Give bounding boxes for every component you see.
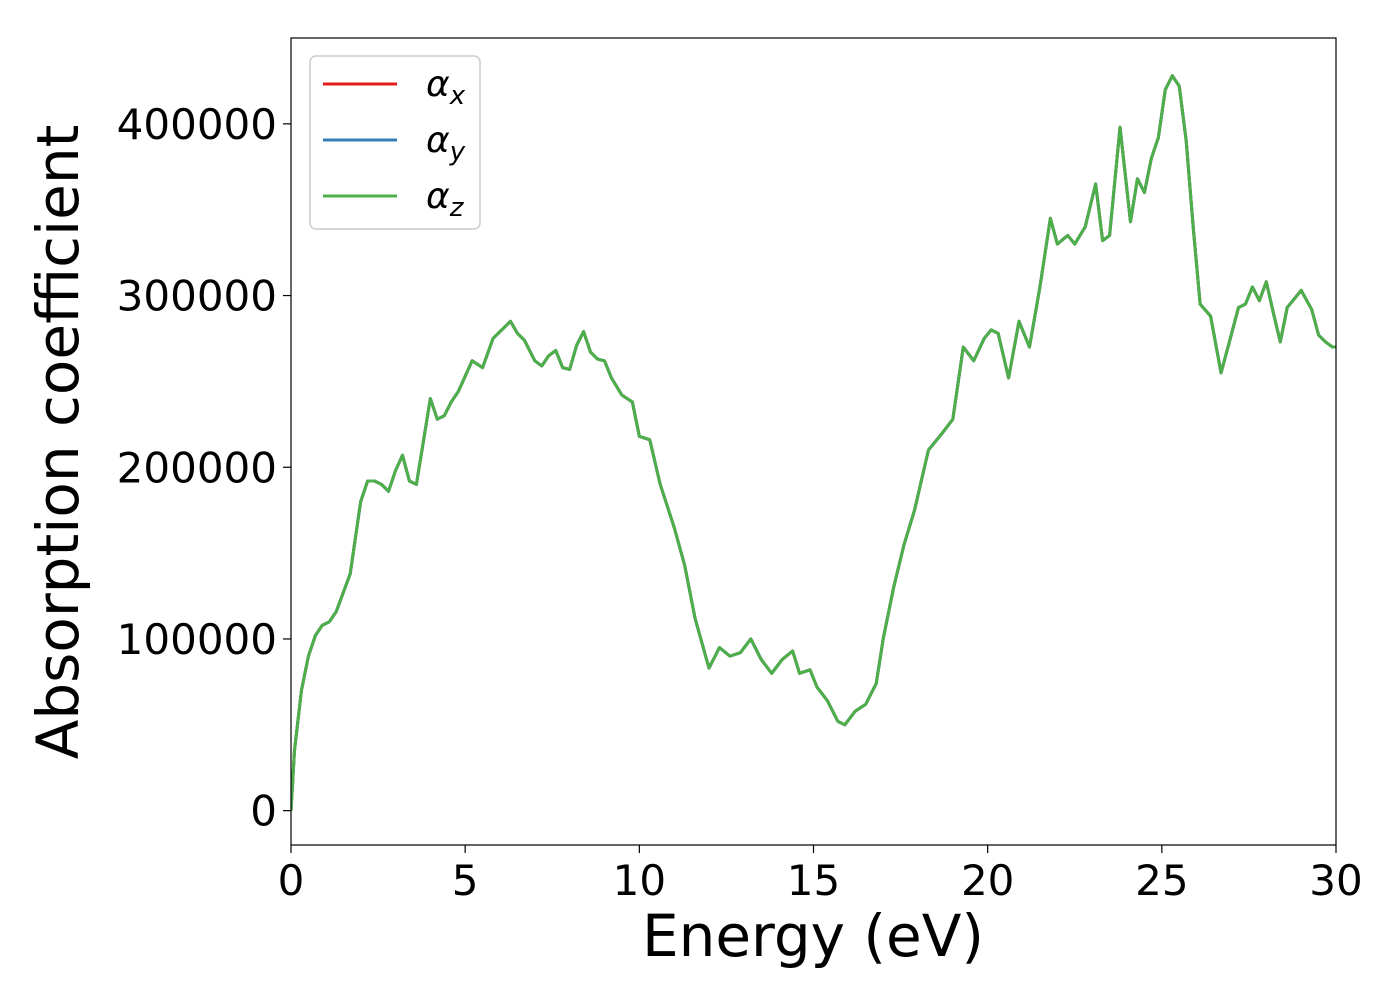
legend-box bbox=[309, 55, 481, 230]
x-tick-label: 20 bbox=[961, 856, 1014, 905]
y-tick-label: 100000 bbox=[117, 615, 277, 664]
x-tick-label: 25 bbox=[1135, 856, 1188, 905]
x-tick-label: 15 bbox=[787, 856, 840, 905]
y-axis-title: Absorption coefficient bbox=[24, 125, 92, 760]
x-tick-label: 30 bbox=[1309, 856, 1362, 905]
legend-label-alpha-z: αz bbox=[426, 176, 465, 223]
y-tick-label: 400000 bbox=[117, 100, 277, 149]
x-tick-label: 0 bbox=[278, 856, 305, 905]
y-tick-label: 300000 bbox=[117, 272, 277, 321]
y-axis: 0 100000 200000 300000 400000 bbox=[117, 100, 291, 836]
series-line-alpha-z bbox=[291, 74, 1336, 811]
x-axis-title: Energy (eV) bbox=[642, 902, 984, 970]
legend: αx αy αz bbox=[309, 55, 481, 230]
x-tick-label: 5 bbox=[452, 856, 479, 905]
legend-label-alpha-x: αx bbox=[426, 64, 466, 111]
series-layer bbox=[291, 74, 1336, 811]
x-tick-label: 10 bbox=[613, 856, 666, 905]
y-tick-label: 0 bbox=[250, 787, 277, 836]
x-axis: 0 5 10 15 20 25 30 bbox=[278, 845, 1363, 905]
legend-label-alpha-y: αy bbox=[426, 120, 466, 167]
y-tick-label: 200000 bbox=[117, 443, 277, 492]
